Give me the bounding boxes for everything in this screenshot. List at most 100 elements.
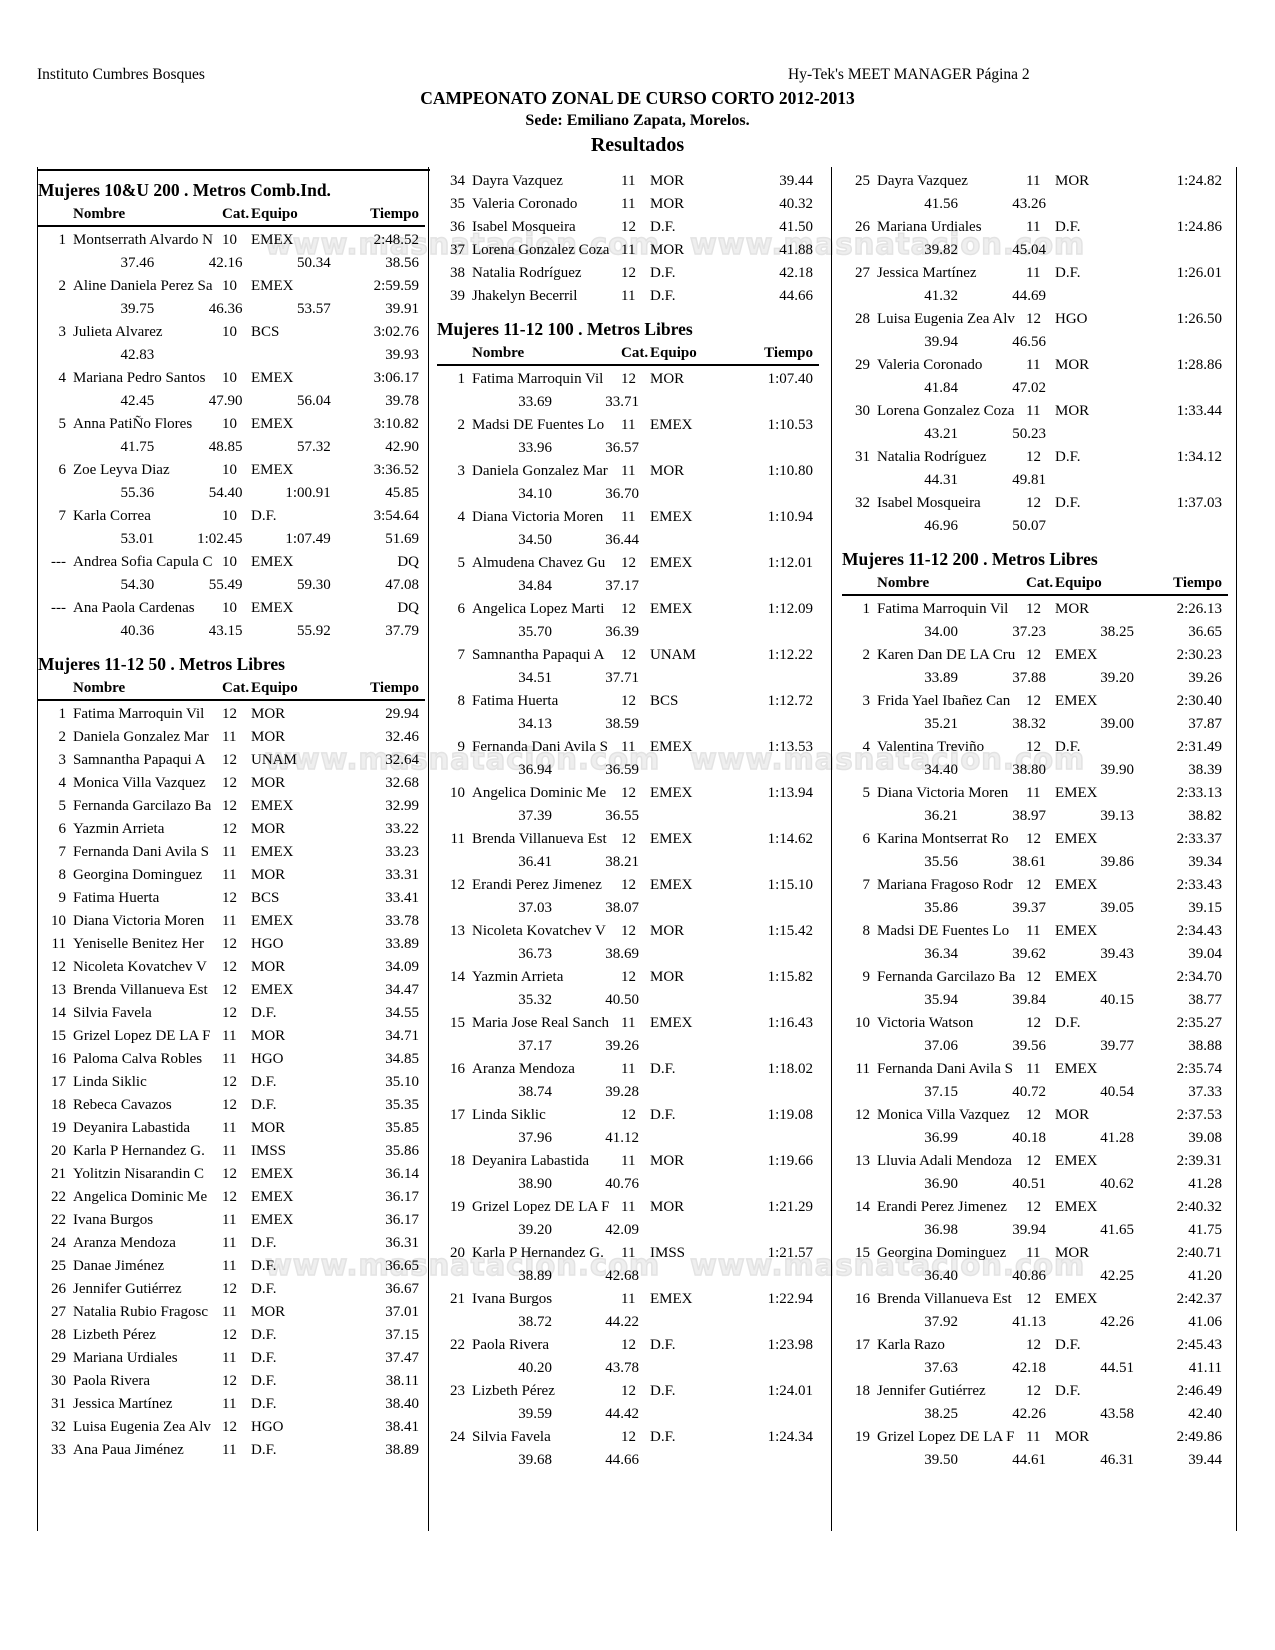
result-row: 13 Brenda Villanueva Est 12 EMEX 34.47 — [38, 979, 425, 1002]
category: 12 — [1026, 601, 1041, 617]
split-time: 41.28 — [1100, 1130, 1134, 1146]
split-time: 37.87 — [1188, 716, 1222, 732]
place: 27 — [855, 265, 870, 281]
split-time: 37.03 — [518, 900, 552, 916]
result-row: 12 Nicoleta Kovatchev V 12 MOR 34.09 — [38, 956, 425, 979]
category: 12 — [222, 1419, 237, 1435]
result-row: 20 Karla P Hernandez G. 11 IMSS 35.86 — [38, 1140, 425, 1163]
split-time: 43.21 — [924, 426, 958, 442]
split-time: 43.15 — [208, 623, 243, 639]
split-time: 40.72 — [1012, 1084, 1046, 1100]
split-time: 35.21 — [924, 716, 958, 732]
split-times: 38.74 39.28 — [465, 1081, 813, 1104]
split-times: 33.89 37.88 39.20 39.26 — [870, 667, 1222, 690]
place: 32 — [51, 1419, 66, 1435]
split-time: 39.50 — [924, 1452, 958, 1468]
swimmer-name: Mariana Urdiales — [877, 219, 982, 235]
split-times: 34.40 38.80 39.90 38.39 — [870, 759, 1222, 782]
final-time: 32.99 — [385, 798, 419, 814]
col-header-cat: Cat. — [222, 206, 250, 222]
result-row: 32 Isabel Mosqueira 12 D.F. 1:37.03 — [842, 492, 1228, 515]
place: 28 — [51, 1327, 66, 1343]
team: D.F. — [650, 265, 676, 281]
split-time: 42.09 — [605, 1222, 639, 1238]
result-row: 12 Erandi Perez Jimenez 12 EMEX 1:15.10 — [437, 874, 819, 897]
result-row: 19 Deyanira Labastida 11 MOR 35.85 — [38, 1117, 425, 1140]
team: HGO — [251, 1051, 284, 1067]
swimmer-name: Daniela Gonzalez Mar — [73, 729, 209, 745]
team: EMEX — [251, 1189, 294, 1205]
category: 12 — [621, 1107, 636, 1123]
place: 12 — [450, 877, 465, 893]
swimmer-name: Fernanda Garcilazo Ba — [877, 969, 1016, 985]
result-row: 5 Fernanda Garcilazo Ba 12 EMEX 32.99 — [38, 795, 425, 818]
category: 12 — [222, 1327, 237, 1343]
swimmer-name: Dayra Vazquez — [472, 173, 563, 189]
result-row: 14 Silvia Favela 12 D.F. 34.55 — [38, 1002, 425, 1025]
team: BCS — [650, 693, 679, 709]
swimmer-name: Lizbeth Pérez — [73, 1327, 156, 1343]
category: 12 — [621, 265, 636, 281]
team: MOR — [251, 1028, 286, 1044]
swimmer-name: Yeniselle Benitez Her — [73, 936, 204, 952]
swimmer-name: Brenda Villanueva Est — [73, 982, 208, 998]
category: 11 — [621, 417, 636, 433]
team: MOR — [650, 242, 685, 258]
swimmer-name: Georgina Dominguez — [877, 1245, 1007, 1261]
swimmer-name: Jhakelyn Becerril — [472, 288, 578, 304]
place: 8 — [862, 923, 871, 939]
result-row: 27 Natalia Rubio Fragosc 11 MOR 37.01 — [38, 1301, 425, 1324]
place: 6 — [457, 601, 466, 617]
result-row: 7 Mariana Fragoso Rodr 12 EMEX 2:33.43 — [842, 874, 1228, 897]
split-time: 54.30 — [120, 577, 155, 593]
place: 3 — [58, 324, 67, 340]
place: 29 — [51, 1350, 66, 1366]
category: 12 — [222, 936, 237, 952]
final-time: 36.14 — [385, 1166, 419, 1182]
category: 11 — [1026, 357, 1041, 373]
swimmer-name: Grizel Lopez DE LA F — [877, 1429, 1015, 1445]
split-time: 40.62 — [1100, 1176, 1134, 1192]
team: D.F. — [650, 1383, 676, 1399]
swimmer-name: Aranza Mendoza — [472, 1061, 575, 1077]
place: 32 — [855, 495, 870, 511]
split-time: 39.84 — [1012, 992, 1046, 1008]
team: D.F. — [251, 508, 277, 524]
final-time: 2:35.27 — [1176, 1015, 1222, 1031]
final-time: 40.32 — [779, 196, 813, 212]
team: D.F. — [1055, 1015, 1081, 1031]
split-time: 37.23 — [1012, 624, 1046, 640]
final-time: 2:33.13 — [1176, 785, 1222, 801]
category: 12 — [621, 1383, 636, 1399]
category: 11 — [621, 1199, 636, 1215]
place: 19 — [855, 1429, 870, 1445]
place: 14 — [51, 1005, 66, 1021]
split-time: 37.17 — [518, 1038, 552, 1054]
team: D.F. — [1055, 1383, 1081, 1399]
swimmer-name: Isabel Mosqueira — [472, 219, 576, 235]
split-time: 44.66 — [605, 1452, 639, 1468]
category: 12 — [621, 831, 636, 847]
category: 12 — [1026, 1337, 1041, 1353]
final-time: 2:33.43 — [1176, 877, 1222, 893]
final-time: 2:35.74 — [1176, 1061, 1222, 1077]
split-time: 39.91 — [385, 301, 419, 317]
split-time: 36.57 — [605, 440, 639, 456]
swimmer-name: Jennifer Gutiérrez — [877, 1383, 986, 1399]
final-time: 34.71 — [385, 1028, 419, 1044]
split-times: 54.30 55.49 59.30 47.08 — [66, 574, 420, 597]
place: 14 — [855, 1199, 870, 1215]
place: 3 — [457, 463, 466, 479]
split-time: 39.62 — [1012, 946, 1046, 962]
category: 10 — [222, 508, 237, 524]
final-time: 1:18.02 — [767, 1061, 813, 1077]
team: EMEX — [650, 417, 693, 433]
split-times: 41.56 43.26 — [870, 193, 1222, 216]
final-time: 1:15.10 — [767, 877, 813, 893]
split-time: 36.90 — [924, 1176, 958, 1192]
place: 31 — [51, 1396, 66, 1412]
final-time: 38.40 — [385, 1396, 419, 1412]
split-time: 44.31 — [924, 472, 958, 488]
final-time: 36.67 — [385, 1281, 419, 1297]
team: MOR — [1055, 403, 1090, 419]
